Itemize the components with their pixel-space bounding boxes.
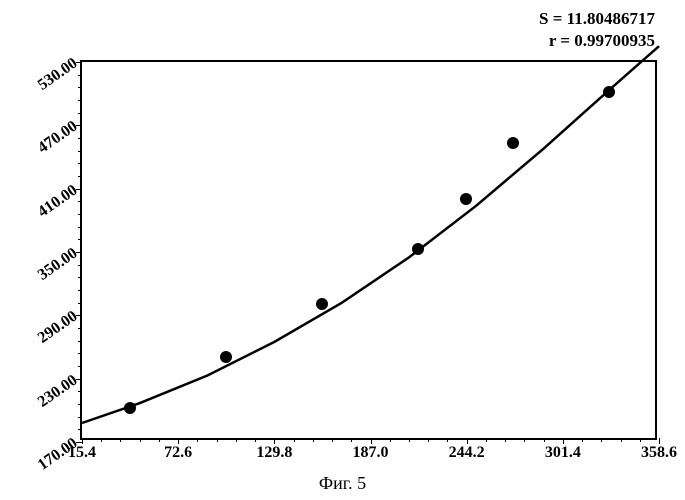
y-tick-label: 350.00 [35, 245, 81, 285]
data-point [316, 298, 328, 310]
s-value: S = 11.80486717 [539, 8, 655, 30]
data-point [412, 243, 424, 255]
x-tick-label: 244.2 [449, 444, 485, 462]
x-tick-label: 15.4 [68, 444, 96, 462]
x-tick-label: 301.4 [545, 444, 581, 462]
x-tick-label: 129.8 [256, 444, 292, 462]
y-tick-label: 530.00 [35, 55, 81, 95]
x-tick-label: 72.6 [164, 444, 192, 462]
r-value: r = 0.99700935 [539, 30, 655, 52]
y-tick-label: 230.00 [35, 371, 81, 411]
data-point [603, 86, 615, 98]
x-tick-label: 187.0 [353, 444, 389, 462]
data-point [124, 402, 136, 414]
data-point [220, 351, 232, 363]
y-tick-label: 410.00 [35, 181, 81, 221]
plot-area: 170.00230.00290.00350.00410.00470.00530.… [80, 60, 657, 440]
data-point [507, 137, 519, 149]
data-point [460, 193, 472, 205]
y-tick-label: 470.00 [35, 118, 81, 158]
figure-caption: Фиг. 5 [319, 473, 366, 494]
fit-curve [82, 62, 655, 438]
y-tick-label: 290.00 [35, 308, 81, 348]
figure-container: S = 11.80486717 r = 0.99700935 170.00230… [0, 0, 685, 500]
fit-statistics: S = 11.80486717 r = 0.99700935 [539, 8, 655, 52]
x-tick-label: 358.6 [641, 444, 677, 462]
